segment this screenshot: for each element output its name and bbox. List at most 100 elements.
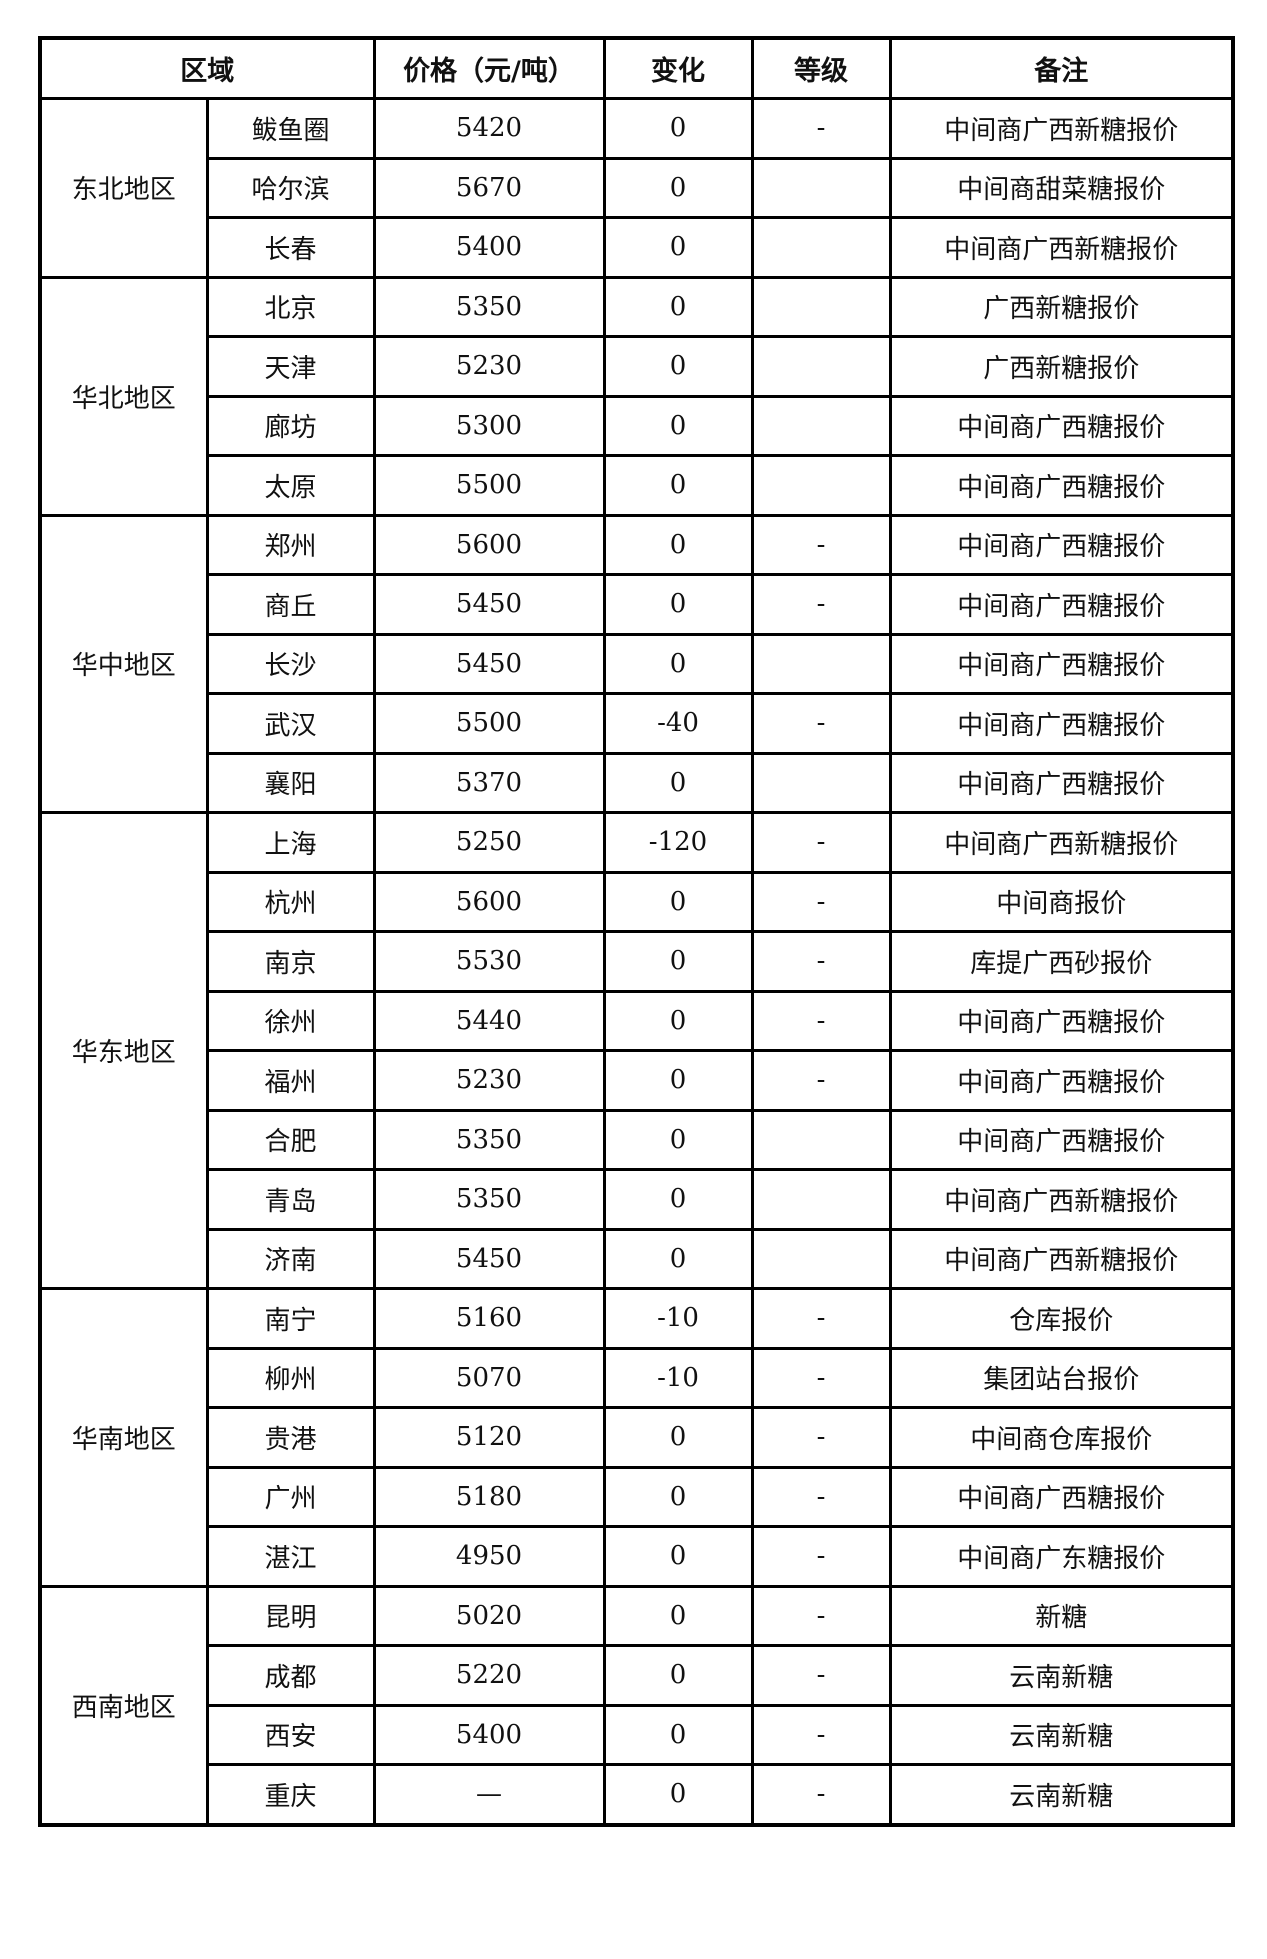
table-row: 长春 5400 0 中间商广西新糖报价 <box>40 216 1235 279</box>
grade-cell: - <box>750 1287 892 1350</box>
note-cell: 集团站台报价 <box>888 1346 1235 1409</box>
note-cell: 新糖 <box>888 1584 1235 1647</box>
city-cell: 商丘 <box>205 573 376 636</box>
price-cell: 5160 <box>372 1287 606 1350</box>
city-cell: 济南 <box>205 1227 376 1290</box>
grade-cell: - <box>750 1346 892 1409</box>
region-cell: 华北地区 <box>38 275 209 517</box>
note-cell: 中间商广西新糖报价 <box>888 1227 1235 1290</box>
note-cell: 中间商广西糖报价 <box>888 989 1235 1052</box>
change-cell: 0 <box>602 573 754 636</box>
price-cell: 4950 <box>372 1525 606 1588</box>
note-cell: 中间商广西糖报价 <box>888 1465 1235 1528</box>
table-row: 武汉 5500 -40- 中间商广西糖报价 <box>40 692 1235 755</box>
table-row: 华北地区 北京 5350 0 广西新糖报价 <box>38 275 1235 517</box>
note-cell: 中间商广西糖报价 <box>888 573 1235 636</box>
grade-cell: - <box>750 573 892 636</box>
region-cell: 西南地区 <box>38 1584 209 1826</box>
table-row: 青岛 5350 0 中间商广西新糖报价 <box>40 1168 1235 1231</box>
city-cell: 郑州 <box>205 513 376 576</box>
note-cell: 中间商广西糖报价 <box>888 632 1235 695</box>
change-cell: 0 <box>602 1227 754 1290</box>
city-cell: 襄阳 <box>205 751 376 814</box>
note-cell: 中间商广西新糖报价 <box>888 216 1235 279</box>
change-cell: 0 <box>602 1465 754 1528</box>
grade-cell <box>750 275 892 338</box>
price-cell: 5350 <box>372 275 606 338</box>
change-cell: -120 <box>602 811 754 874</box>
change-cell: 0 <box>602 454 754 517</box>
table-row: 华南地区 南宁 5160 -10- 仓库报价 <box>38 1287 1235 1588</box>
grade-cell: - <box>750 1465 892 1528</box>
note-cell: 中间商广西糖报价 <box>888 1049 1235 1112</box>
change-cell: 0 <box>602 989 754 1052</box>
table-header-row: 区域 价格（元/吨） 变化 等级 备注 <box>38 36 1235 100</box>
note-cell: 中间商广西糖报价 <box>888 692 1235 755</box>
change-cell: 0 <box>602 335 754 398</box>
price-cell: 5450 <box>372 1227 606 1290</box>
table-row: 徐州 5440 0- 中间商广西糖报价 <box>40 989 1235 1052</box>
city-cell: 湛江 <box>205 1525 376 1588</box>
table-row: 西安 5400 0- 云南新糖 <box>40 1703 1235 1766</box>
table-row: 廊坊 5300 0 中间商广西糖报价 <box>40 394 1235 457</box>
change-cell: 0 <box>602 1168 754 1231</box>
price-cell: 5500 <box>372 692 606 755</box>
region-cell: 华东地区 <box>38 811 209 1290</box>
grade-cell: - <box>750 870 892 933</box>
note-cell: 广西新糖报价 <box>888 335 1235 398</box>
note-cell: 云南新糖 <box>888 1763 1235 1826</box>
change-cell: 0 <box>602 1406 754 1469</box>
change-cell: 0 <box>602 870 754 933</box>
table-row: 东北地区 鲅鱼圈 5420 0- 中间商广西新糖报价 <box>38 97 1235 279</box>
grade-cell: - <box>750 1763 892 1826</box>
table-row: 南京 5530 0- 库提广西砂报价 <box>40 930 1235 993</box>
city-cell: 杭州 <box>205 870 376 933</box>
header-region: 区域 <box>38 36 376 100</box>
table-row: 华东地区 上海 5250 -120- 中间商广西新糖报价 <box>38 811 1235 1290</box>
price-cell: 5370 <box>372 751 606 814</box>
table-row: 商丘 5450 0- 中间商广西糖报价 <box>40 573 1235 636</box>
change-cell: 0 <box>602 275 754 338</box>
header-change: 变化 <box>602 36 754 100</box>
change-cell: 0 <box>602 513 754 576</box>
table-row: 西南地区 昆明 5020 0- 新糖 <box>38 1584 1235 1826</box>
region-cell: 华中地区 <box>38 513 209 814</box>
city-cell: 贵港 <box>205 1406 376 1469</box>
table-row: 杭州 5600 0- 中间商报价 <box>40 870 1235 933</box>
grade-cell: - <box>750 513 892 576</box>
grade-cell: - <box>750 811 892 874</box>
note-cell: 仓库报价 <box>888 1287 1235 1350</box>
grade-cell: - <box>750 1406 892 1469</box>
city-cell: 合肥 <box>205 1108 376 1171</box>
price-cell: 5070 <box>372 1346 606 1409</box>
table-row: 广州 5180 0- 中间商广西糖报价 <box>40 1465 1235 1528</box>
change-cell: 0 <box>602 1108 754 1171</box>
price-cell: 5020 <box>372 1584 606 1647</box>
city-cell: 太原 <box>205 454 376 517</box>
change-cell: 0 <box>602 216 754 279</box>
grade-cell <box>750 1227 892 1290</box>
price-cell: 5350 <box>372 1168 606 1231</box>
sugar-price-table: 区域 价格（元/吨） 变化 等级 备注 东北地区 鲅鱼圈 5420 0- 中间商广西新糖… <box>38 36 1235 1827</box>
table-row: 合肥 5350 0 中间商广西糖报价 <box>40 1108 1235 1171</box>
change-cell: -10 <box>602 1287 754 1350</box>
grade-cell <box>750 751 892 814</box>
grade-cell: - <box>750 1525 892 1588</box>
grade-cell: - <box>750 1584 892 1647</box>
note-cell: 云南新糖 <box>888 1703 1235 1766</box>
city-cell: 上海 <box>205 811 376 874</box>
city-cell: 南京 <box>205 930 376 993</box>
grade-cell <box>750 454 892 517</box>
price-cell: 5230 <box>372 335 606 398</box>
price-cell: 5420 <box>372 97 606 160</box>
note-cell: 中间商广西糖报价 <box>888 751 1235 814</box>
change-cell: 0 <box>602 1703 754 1766</box>
note-cell: 中间商报价 <box>888 870 1235 933</box>
city-cell: 天津 <box>205 335 376 398</box>
header-price: 价格（元/吨） <box>372 36 606 100</box>
price-cell: — <box>372 1763 606 1826</box>
price-cell: 5600 <box>372 513 606 576</box>
note-cell: 广西新糖报价 <box>888 275 1235 338</box>
price-cell: 5400 <box>372 216 606 279</box>
city-cell: 重庆 <box>205 1763 376 1826</box>
